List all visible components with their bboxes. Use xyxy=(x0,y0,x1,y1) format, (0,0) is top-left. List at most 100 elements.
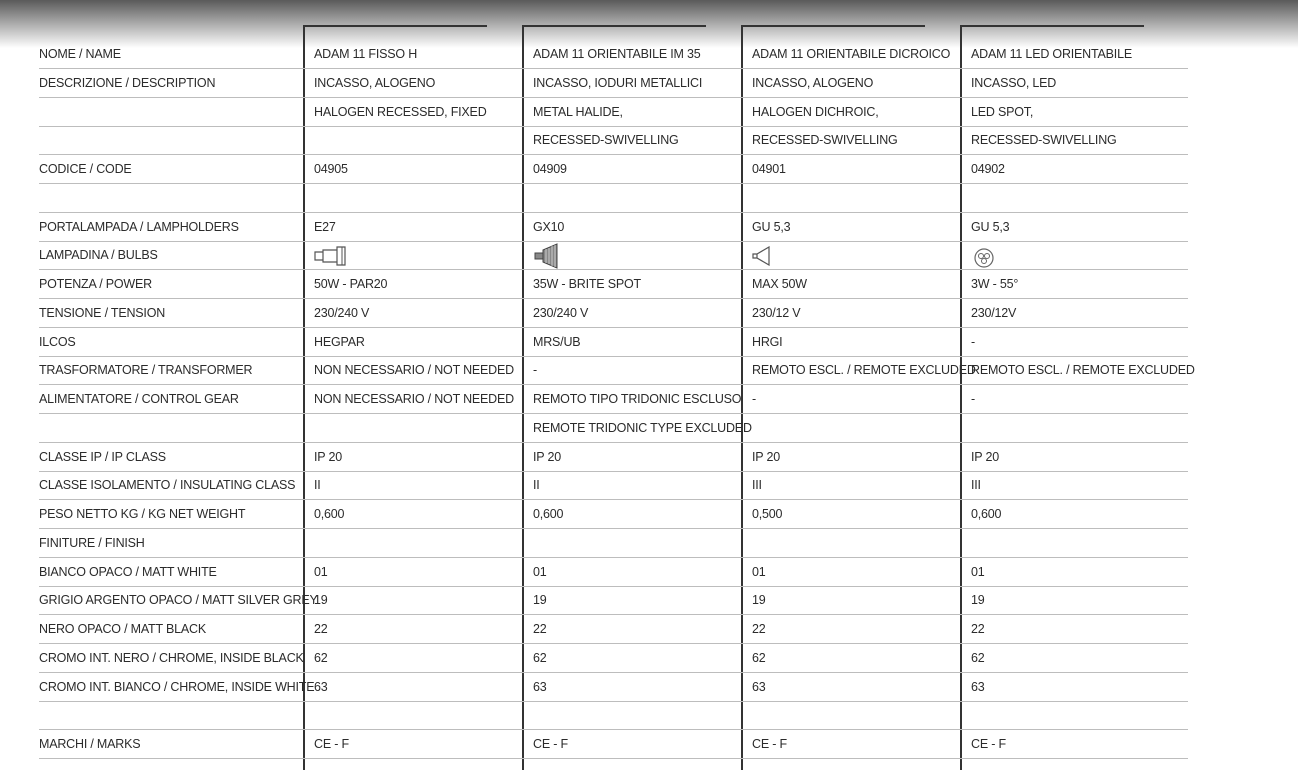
column-divider xyxy=(303,26,305,770)
cell-value: 50W - PAR20 xyxy=(314,277,388,291)
cell-value: HALOGEN RECESSED, FIXED xyxy=(314,104,487,119)
cell-value: RECESSED-SWIVELLING xyxy=(752,133,898,148)
column-top-line xyxy=(960,25,1144,27)
cell-value: LED SPOT, xyxy=(971,104,1034,119)
cell-value: 63 xyxy=(533,679,547,694)
cell-value: CE - F xyxy=(533,737,568,751)
bulb-icon xyxy=(752,246,770,266)
row-label: GRIGIO ARGENTO OPACO / MATT SILVER GREY xyxy=(39,593,318,608)
column-top-line xyxy=(741,25,925,27)
cell-value: 63 xyxy=(314,679,328,694)
cell-value: 63 xyxy=(971,679,985,694)
row-label: NOME / NAME xyxy=(39,47,121,61)
cell-value: MAX 50W xyxy=(752,277,807,291)
cell-value: 3W - 55° xyxy=(971,277,1019,291)
cell-value: HEGPAR xyxy=(314,334,365,349)
cell-value: 04905 xyxy=(314,162,348,176)
row-divider xyxy=(39,97,1188,98)
cell-value: IP 20 xyxy=(314,449,342,464)
cell-value: REMOTE TRIDONIC TYPE EXCLUDED xyxy=(533,420,752,435)
cell-value: 0,600 xyxy=(533,507,564,521)
row-divider xyxy=(39,413,1188,414)
row-label: POTENZA / POWER xyxy=(39,277,152,291)
row-divider xyxy=(39,327,1188,328)
row-label: ILCOS xyxy=(39,334,76,349)
cell-value: - xyxy=(971,334,975,349)
cell-value: 22 xyxy=(533,622,547,636)
column-divider xyxy=(522,26,524,770)
cell-value: 62 xyxy=(314,650,328,665)
cell-value: - xyxy=(971,392,975,406)
cell-value: 35W - BRITE SPOT xyxy=(533,277,641,291)
cell-value: HALOGEN DICHROIC, xyxy=(752,104,879,119)
cell-value: 19 xyxy=(314,593,328,608)
cell-value: RECESSED-SWIVELLING xyxy=(971,133,1117,148)
cell-value: 04902 xyxy=(971,162,1005,176)
cell-value: 01 xyxy=(314,564,328,579)
cell-value: IP 20 xyxy=(533,449,561,464)
row-label: CROMO INT. BIANCO / CHROME, INSIDE WHITE xyxy=(39,679,315,694)
cell-value: REMOTO ESCL. / REMOTE EXCLUDED xyxy=(971,363,1195,378)
cell-value: IP 20 xyxy=(752,449,780,464)
cell-value: 62 xyxy=(971,650,985,665)
cell-value: 19 xyxy=(533,593,547,608)
row-label: FINITURE / FINISH xyxy=(39,535,145,550)
bulb-icon xyxy=(534,243,558,269)
row-divider xyxy=(39,212,1188,213)
cell-value: 19 xyxy=(971,593,985,608)
cell-value: 01 xyxy=(971,564,985,579)
cell-value: 22 xyxy=(752,622,766,636)
column-top-line xyxy=(522,25,706,27)
cell-value: II xyxy=(533,478,540,493)
cell-value: - xyxy=(752,392,756,406)
row-label: BIANCO OPACO / MATT WHITE xyxy=(39,564,217,579)
cell-value: NON NECESSARIO / NOT NEEDED xyxy=(314,392,514,406)
cell-value: IP 20 xyxy=(971,449,999,464)
row-divider xyxy=(39,499,1188,500)
cell-value: INCASSO, ALOGENO xyxy=(314,75,436,90)
cell-value: REMOTO TIPO TRIDONIC ESCLUSO xyxy=(533,392,742,406)
cell-value: ADAM 11 ORIENTABILE IM 35 xyxy=(533,47,701,61)
cell-value: 22 xyxy=(971,622,985,636)
cell-value: - xyxy=(533,363,537,378)
cell-value: CE - F xyxy=(971,737,1006,751)
row-divider xyxy=(39,528,1188,529)
cell-value: ADAM 11 LED ORIENTABILE xyxy=(971,47,1132,61)
row-divider xyxy=(39,614,1188,615)
row-divider xyxy=(39,269,1188,270)
cell-value: III xyxy=(752,478,762,493)
row-divider xyxy=(39,729,1188,730)
cell-value: 0,500 xyxy=(752,507,783,521)
cell-value: MRS/UB xyxy=(533,334,581,349)
cell-value: 0,600 xyxy=(314,507,345,521)
cell-value: ADAM 11 ORIENTABILE DICROICO xyxy=(752,47,951,61)
cell-value: 01 xyxy=(752,564,766,579)
cell-value: INCASSO, ALOGENO xyxy=(752,75,874,90)
row-label: DESCRIZIONE / DESCRIPTION xyxy=(39,75,216,90)
row-label: CROMO INT. NERO / CHROME, INSIDE BLACK xyxy=(39,650,304,665)
cell-value: 63 xyxy=(752,679,766,694)
row-divider xyxy=(39,557,1188,558)
row-divider xyxy=(39,758,1188,759)
cell-value: METAL HALIDE, xyxy=(533,104,623,119)
cell-value: II xyxy=(314,478,321,493)
cell-value: GU 5,3 xyxy=(971,219,1010,234)
row-label: CLASSE IP / IP CLASS xyxy=(39,449,166,464)
row-divider xyxy=(39,701,1188,702)
row-divider xyxy=(39,384,1188,385)
cell-value: 230/240 V xyxy=(314,305,370,320)
cell-value: 0,600 xyxy=(971,507,1002,521)
row-divider xyxy=(39,356,1188,357)
row-divider xyxy=(39,154,1188,155)
row-label: TENSIONE / TENSION xyxy=(39,305,166,320)
row-divider xyxy=(39,471,1188,472)
row-divider xyxy=(39,241,1188,242)
cell-value: III xyxy=(971,478,981,493)
cell-value: 04901 xyxy=(752,162,786,176)
cell-value: 230/12V xyxy=(971,305,1017,320)
row-label: CLASSE ISOLAMENTO / INSULATING CLASS xyxy=(39,478,296,493)
row-label: ALIMENTATORE / CONTROL GEAR xyxy=(39,392,239,406)
row-divider xyxy=(39,672,1188,673)
cell-value: 01 xyxy=(533,564,547,579)
cell-value: REMOTO ESCL. / REMOTE EXCLUDED xyxy=(752,363,976,378)
